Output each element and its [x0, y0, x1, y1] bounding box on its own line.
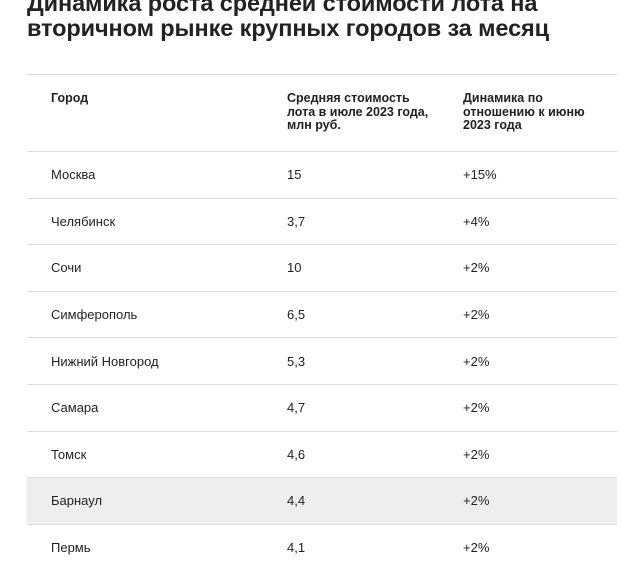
cell-price: 15 [287, 167, 302, 183]
cell-price: 6,5 [287, 307, 306, 323]
cell-change: +2% [463, 353, 490, 369]
cell-change: +2% [463, 260, 490, 276]
table-row: Пермь 4,1 +2% [27, 524, 617, 571]
cell-price: 10 [287, 260, 302, 276]
cell-city: Москва [51, 167, 96, 183]
column-header-city[interactable]: Город [51, 91, 89, 105]
cell-city: Пермь [51, 540, 91, 556]
price-dynamics-table: Город Средняя стоимость лота в июле 2023… [27, 74, 617, 571]
table-row: Москва 15 +15% [27, 152, 617, 199]
cell-change: +4% [463, 213, 490, 229]
page-title: Динамика роста средней стоимости лота на… [27, 0, 550, 41]
cell-city: Симферополь [51, 307, 138, 323]
cell-price: 5,3 [287, 353, 306, 369]
cell-price: 4,6 [287, 446, 306, 462]
cell-city: Барнаул [51, 493, 103, 509]
table-row: Сочи 10 +2% [27, 245, 617, 292]
cell-change: +15% [463, 167, 497, 183]
cell-city: Самара [51, 400, 99, 416]
cell-change: +2% [463, 540, 490, 556]
cell-price: 4,7 [287, 400, 306, 416]
cell-change: +2% [463, 400, 490, 416]
cell-city: Томск [51, 446, 87, 462]
table-row: Самара 4,7 +2% [27, 384, 617, 432]
table-header-row: Город Средняя стоимость лота в июле 2023… [27, 74, 617, 152]
cell-city: Нижний Новгород [51, 353, 159, 369]
cell-change: +2% [463, 446, 490, 462]
cell-change: +2% [463, 493, 490, 509]
table-row: Нижний Новгород 5,3 +2% [27, 338, 617, 385]
column-header-price[interactable]: Средняя стоимость лота в июле 2023 года,… [287, 91, 429, 132]
cell-price: 4,1 [287, 540, 306, 556]
cell-change: +2% [463, 307, 490, 323]
table-row: Симферополь 6,5 +2% [27, 291, 617, 338]
cell-city: Челябинск [51, 213, 116, 229]
cell-price: 3,7 [287, 213, 306, 229]
column-header-change[interactable]: Динамика по отношению к июню 2023 года [463, 91, 585, 132]
table-row: Челябинск 3,7 +4% [27, 198, 617, 245]
table-row-highlighted: Барнаул 4,4 +2% [27, 477, 617, 525]
cell-city: Сочи [51, 260, 82, 276]
table-row: Томск 4,6 +2% [27, 431, 617, 478]
cell-price: 4,4 [287, 493, 306, 509]
